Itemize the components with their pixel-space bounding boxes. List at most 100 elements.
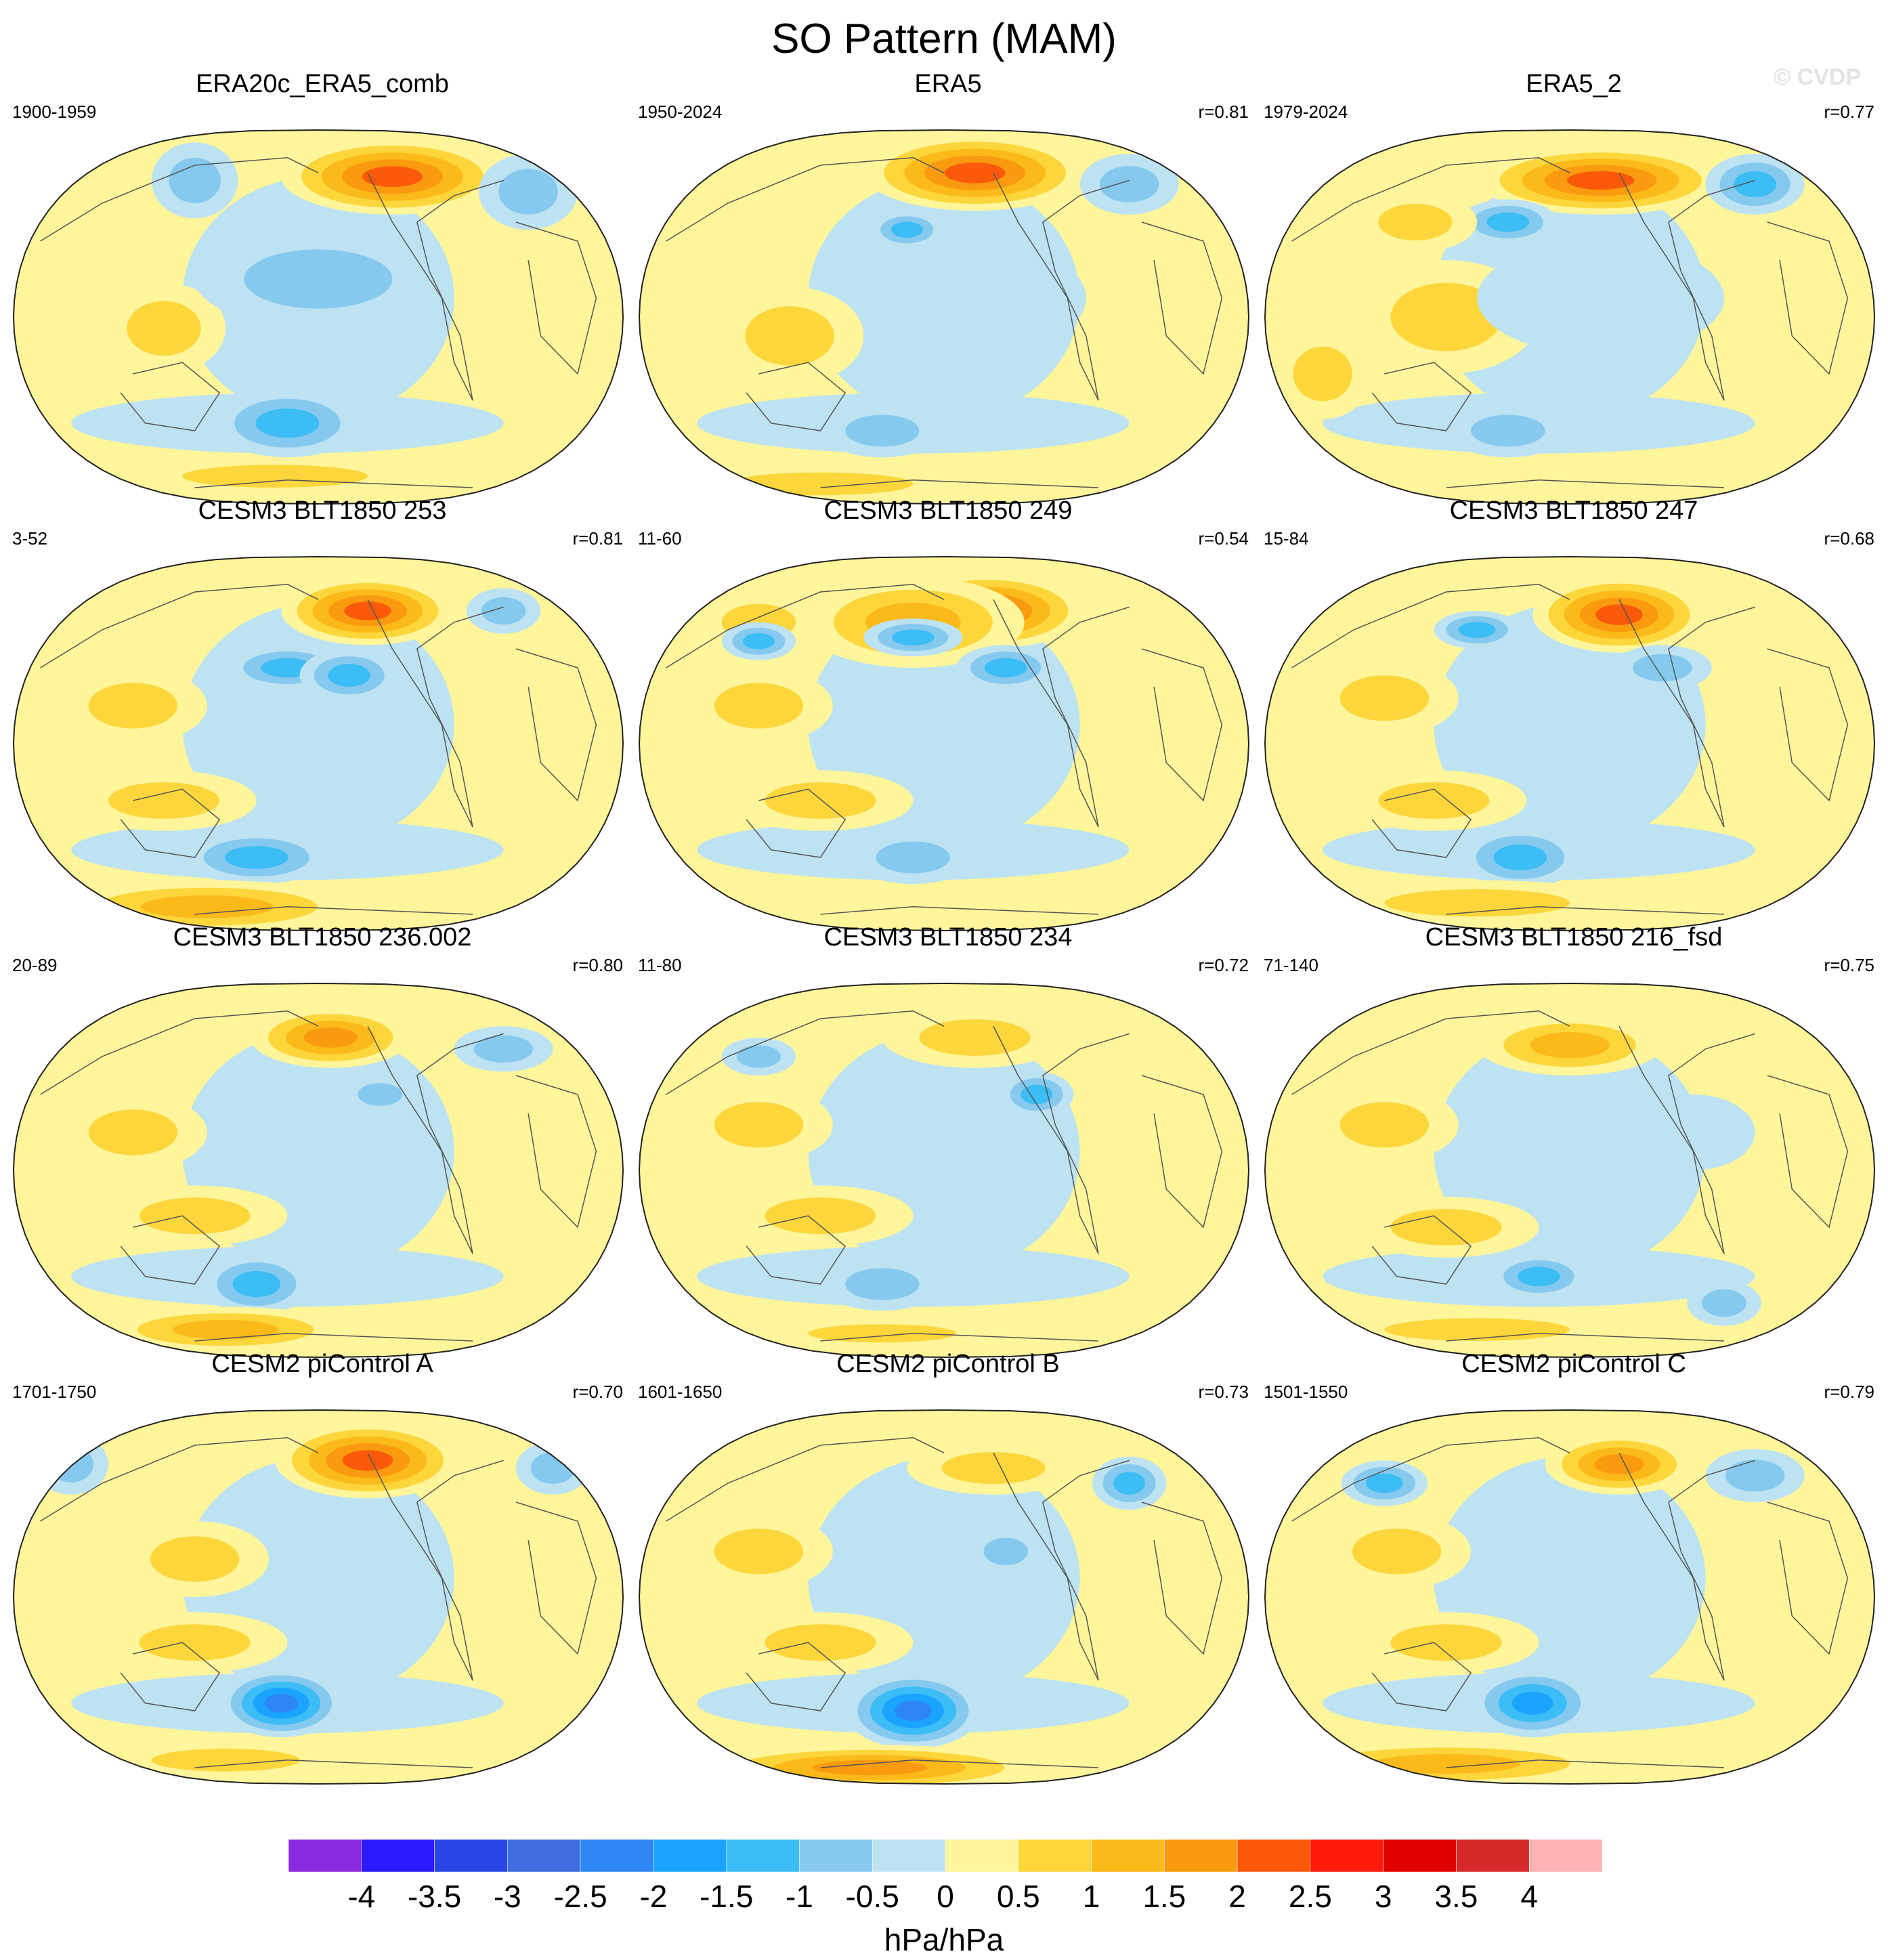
anomaly-contour	[1390, 1209, 1502, 1245]
anomaly-contour	[1595, 604, 1643, 625]
anomaly-contour	[876, 841, 951, 874]
colorbar-tick-label: -1	[786, 1879, 813, 1914]
anomaly-contour	[108, 782, 220, 819]
anomaly-contour	[1113, 1472, 1146, 1495]
anomaly-contour	[127, 301, 201, 356]
coastline	[40, 157, 319, 242]
colorbar-tick-label: -3.5	[408, 1879, 461, 1914]
anomaly-contour	[1378, 204, 1453, 240]
anomaly-contour	[845, 414, 920, 447]
coastline	[1618, 1025, 1755, 1254]
panel-period: 1601-1650	[638, 1382, 723, 1402]
coastline	[120, 788, 221, 858]
map	[1264, 129, 1876, 505]
colorbar-box	[361, 1839, 435, 1873]
anomaly-contour	[1566, 171, 1635, 190]
colorbar-box	[580, 1839, 654, 1873]
anomaly-contour	[481, 597, 526, 625]
panel-title: CESM2 piControl C	[1461, 1350, 1686, 1378]
panel-correlation: r=0.77	[1824, 102, 1874, 122]
panel-title: ERA5_2	[1526, 70, 1622, 98]
map	[12, 982, 624, 1359]
anomaly-contour	[1390, 1624, 1502, 1661]
coastline	[515, 648, 597, 802]
panel-correlation: r=0.70	[572, 1382, 623, 1402]
map-outline	[638, 1409, 1250, 1785]
anomaly-contour	[765, 1197, 876, 1235]
anomaly-contour	[845, 1268, 920, 1300]
coastline	[1371, 788, 1472, 858]
anomaly-contour	[895, 1700, 932, 1722]
coastline	[1291, 584, 1570, 668]
map-panel: CESM2 piControl A 1701-1750 r=0.70	[9, 1350, 635, 1802]
anomaly-contour	[714, 1529, 804, 1575]
anomaly-contour	[742, 633, 775, 649]
anomaly-contour	[1725, 1460, 1785, 1492]
anomaly-contour	[808, 1324, 957, 1343]
coastline	[1767, 648, 1849, 802]
anomaly-contour	[1378, 782, 1490, 819]
coastline	[1446, 1333, 1725, 1342]
anomaly-contour	[1384, 1318, 1570, 1341]
panel-title: CESM3 BLT1850 253	[198, 496, 447, 525]
coastline	[746, 788, 846, 858]
panel-correlation: r=0.73	[1198, 1382, 1249, 1402]
map-panel: ERA5 1950-2024 r=0.81	[635, 70, 1261, 521]
coastline	[666, 584, 945, 668]
anomaly-contour	[139, 1624, 251, 1661]
coastline	[993, 1452, 1130, 1681]
map-panel: CESM3 BLT1850 247 15-84 r=0.68	[1261, 496, 1887, 948]
page-title: SO Pattern (MAM)	[771, 16, 1117, 62]
anomaly-contour	[1734, 171, 1776, 198]
panel-period: 1900-1959	[12, 102, 97, 122]
anomaly-contour	[224, 846, 288, 869]
anomaly-contour	[941, 1452, 1046, 1485]
map-panel: CESM3 BLT1850 236.002 20-89 r=0.80	[9, 923, 635, 1375]
anomaly-contour	[1530, 1032, 1610, 1059]
map-outline	[12, 982, 624, 1359]
map-outline	[638, 982, 1250, 1359]
map-panel: CESM3 BLT1850 234 11-80 r=0.72	[635, 923, 1261, 1375]
map-panel: CESM3 BLT1850 249 11-60 r=0.54	[635, 496, 1261, 948]
coastline	[515, 221, 597, 375]
map	[638, 129, 1250, 505]
anomaly-contour	[303, 1027, 358, 1048]
colorbar-tick-label: 2.5	[1289, 1879, 1332, 1914]
map-panel: ERA20c_ERA5_comb 1900-1959	[9, 70, 635, 521]
colorbar-tick-label: -4	[347, 1879, 375, 1914]
anomaly-contour	[141, 895, 274, 918]
colorbar-tick-label: 4	[1520, 1879, 1538, 1914]
colorbar-tick-label: -3	[494, 1879, 521, 1914]
anomaly-contour	[727, 472, 914, 496]
anomaly-contour	[709, 203, 809, 279]
coastline	[515, 1501, 597, 1655]
map-panel: CESM3 BLT1850 216_fsd 71-140 r=0.75	[1261, 923, 1887, 1375]
colorbar-box	[1018, 1839, 1092, 1873]
anomaly-contour	[1339, 1102, 1430, 1148]
coastline	[1618, 599, 1755, 828]
coastline	[1371, 1642, 1472, 1711]
anomaly-contour	[182, 465, 368, 488]
coastline	[1291, 157, 1570, 242]
coastline	[746, 1215, 846, 1285]
map	[1264, 555, 1876, 932]
panel-title: CESM2 piControl B	[836, 1350, 1060, 1378]
anomaly-contour	[984, 658, 1027, 678]
coastline	[1371, 362, 1472, 431]
map	[12, 129, 624, 505]
anomaly-contour	[891, 221, 923, 238]
panel-correlation: r=0.80	[572, 955, 623, 975]
anomaly-contour	[232, 1271, 280, 1298]
colorbar-tick-label: 3.5	[1434, 1879, 1478, 1914]
coastline	[120, 362, 221, 431]
coastline	[993, 599, 1130, 828]
colorbar-box	[507, 1839, 581, 1873]
anomaly-contour	[49, 1446, 93, 1483]
colorbar-tick-label: 1	[1083, 1879, 1100, 1914]
anomaly-contour	[1631, 1094, 1755, 1170]
map-outline	[1264, 129, 1876, 505]
coastline	[40, 584, 319, 668]
anomaly-contour	[1477, 241, 1724, 355]
colorbar-box	[872, 1839, 946, 1873]
panel-period: 11-80	[638, 955, 682, 975]
